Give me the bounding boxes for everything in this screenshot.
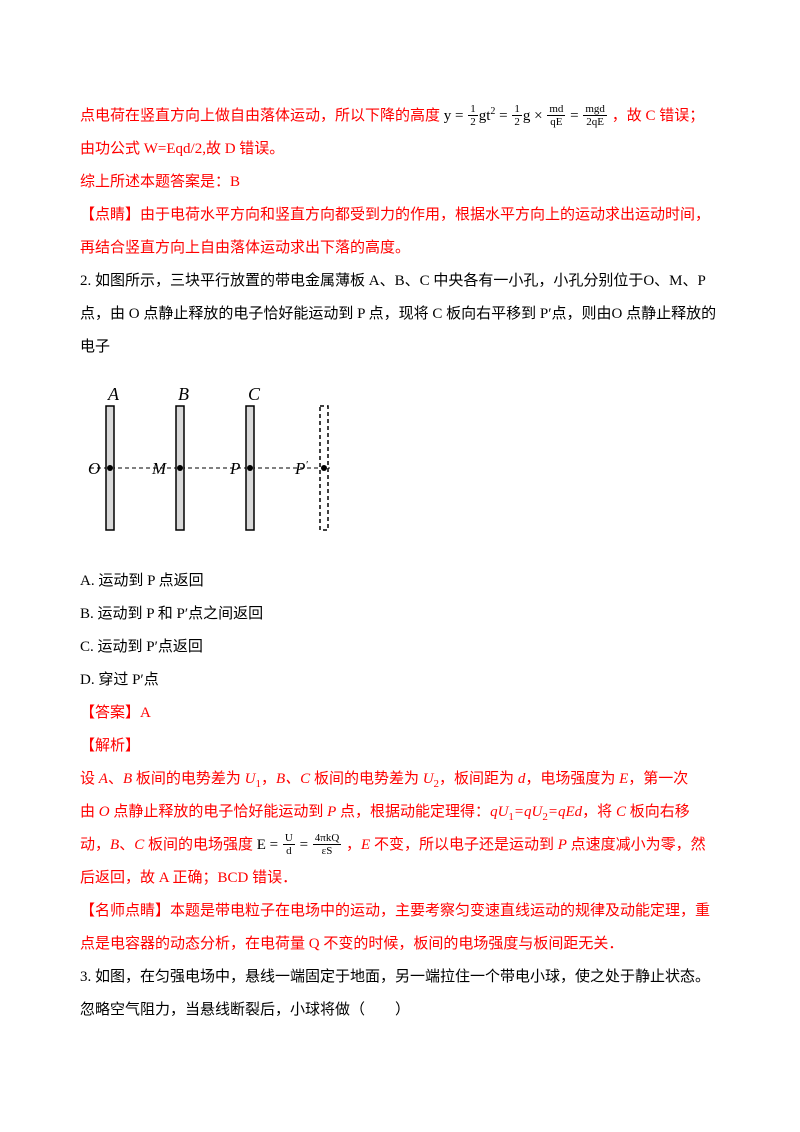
q2-body4: 后返回，故 A 正确；BCD 错误． (80, 862, 720, 895)
b1-line3: 综上所述本题答案是：B (80, 166, 720, 199)
q2-svg: A B C O M P P′ (80, 378, 350, 538)
frac-half-2: 12 (511, 103, 523, 128)
q2-body3: 动，B、C 板间的电场强度 E = Ud = 4πkQεS ，E 不变，所以电子… (80, 829, 720, 862)
label-o: O (88, 459, 100, 478)
b1-line1-pre: 点电荷在竖直方向上做自由落体运动，所以下降的高度 (80, 108, 440, 124)
b1-formula1: y = 12gt2 = 12g × mdqE = mgd2qE (444, 108, 612, 124)
q2-tip: 【名师点睛】本题是带电粒子在电场中的运动，主要考察匀变速直线运动的规律及动能定理… (80, 895, 720, 961)
label-p: P (229, 459, 240, 478)
q2-optC: C. 运动到 P′点返回 (80, 631, 720, 664)
label-a: A (107, 384, 120, 404)
q2-jiexi: 【解析】 (80, 730, 720, 763)
frac-half-1: 12 (467, 103, 479, 128)
point-m (177, 465, 183, 471)
q2-formula2: E = Ud = 4πkQεS (257, 837, 346, 853)
point-p (247, 465, 253, 471)
q2-stem: 2. 如图所示，三块平行放置的带电金属薄板 A、B、C 中央各有一小孔，小孔分别… (80, 265, 720, 364)
q2-optA: A. 运动到 P 点返回 (80, 565, 720, 598)
frac-md-qe: mdqE (546, 103, 566, 128)
q2-body1: 设 A、B 板间的电势差为 U1，B、C 板间的电势差为 U2，板间距为 d，电… (80, 763, 720, 796)
q2-optB: B. 运动到 P 和 P′点之间返回 (80, 598, 720, 631)
point-pp (321, 465, 327, 471)
label-b: B (178, 384, 189, 404)
q3-stem: 3. 如图，在匀强电场中，悬线一端固定于地面，另一端拉住一个带电小球，使之处于静… (80, 961, 720, 1027)
b1-line1: 点电荷在竖直方向上做自由落体运动，所以下降的高度 y = 12gt2 = 12g… (80, 100, 720, 133)
frac-u-d: Ud (282, 832, 296, 857)
q2-diagram: A B C O M P P′ (80, 378, 720, 551)
point-o (107, 465, 113, 471)
b1-line4: 【点睛】由于电荷水平方向和竖直方向都受到力的作用，根据水平方向上的运动求出运动时… (80, 199, 720, 265)
label-m: M (151, 459, 167, 478)
frac-mgd-2qe: mgd2qE (582, 103, 608, 128)
b1-line2: 由功公式 W=Eqd/2,故 D 错误。 (80, 133, 720, 166)
page: 点电荷在竖直方向上做自由落体运动，所以下降的高度 y = 12gt2 = 12g… (0, 0, 800, 1132)
q2-optD: D. 穿过 P′点 (80, 664, 720, 697)
label-pp: P′ (294, 459, 308, 478)
b1-line1-post: ，故 C 错误； (612, 108, 705, 124)
frac-4pikq-es: 4πkQεS (312, 832, 343, 857)
label-c: C (248, 384, 261, 404)
q2-ans: 【答案】A (80, 697, 720, 730)
q2-body2: 由 O 点静止释放的电子恰好能运动到 P 点，根据动能定理得：qU1=qU2=q… (80, 796, 720, 829)
